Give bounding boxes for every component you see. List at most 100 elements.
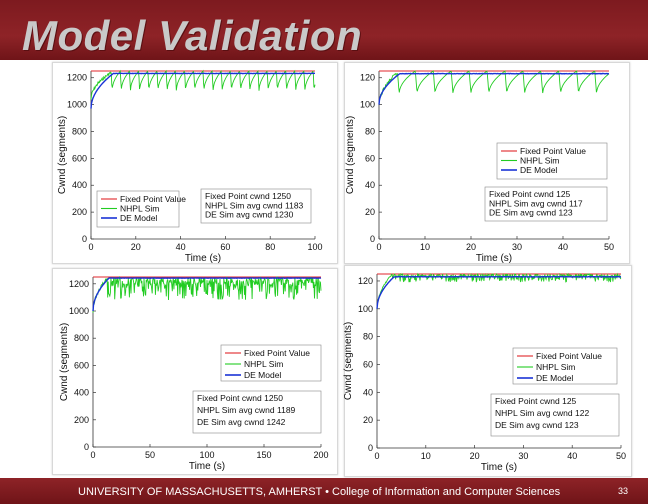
footer-band xyxy=(0,478,648,504)
y-tick-label: 400 xyxy=(72,180,87,190)
legend-label: Fixed Point Value xyxy=(536,351,602,361)
x-tick-label: 40 xyxy=(176,242,186,252)
page-number: 33 xyxy=(618,486,629,496)
chart-top-right: 0 10 20 30 40 50 0 20 40 60 80 100 120 Time (s) Cwnd (… xyxy=(345,70,614,264)
nhpl-sim-line xyxy=(90,69,316,100)
y-tick-label: 0 xyxy=(84,442,89,452)
x-tick-label: 10 xyxy=(420,242,430,252)
x-tick-label: 100 xyxy=(199,450,214,460)
annotation-text: DE Sim avg cwnd 123 xyxy=(489,208,573,218)
y-tick-label: 0 xyxy=(368,443,373,453)
de-model-line xyxy=(92,277,322,312)
annotation-box xyxy=(200,188,312,224)
x-tick-label: 20 xyxy=(131,242,141,252)
x-tick-label: 60 xyxy=(220,242,230,252)
x-tick-label: 20 xyxy=(466,242,476,252)
annotation-text: NHPL Sim avg cwnd 1183 xyxy=(205,200,304,210)
legend-label: DE Model xyxy=(244,370,281,380)
x-axis-label: Time (s) xyxy=(185,253,221,264)
x-tick-label: 80 xyxy=(265,242,275,252)
annotation-text: DE Sim avg cwnd 123 xyxy=(495,420,579,430)
chart-panel-top-left: 0 20 40 60 80 100 0 200 400 600 800 1000 1200 Time (s… xyxy=(52,62,338,264)
y-tick-label: 0 xyxy=(370,234,375,244)
nhpl-sim-line xyxy=(378,70,610,105)
x-tick-label: 30 xyxy=(512,242,522,252)
y-tick-label: 400 xyxy=(74,388,89,398)
chart-bottom-right: 0 10 20 30 40 50 0 20 40 60 80 100 120 Time (s) Cwnd (… xyxy=(343,272,626,473)
annotation-text: Fixed Point cwnd 125 xyxy=(495,396,577,406)
y-axis-label: Cwnd (segments) xyxy=(57,116,68,194)
footer-institution: UNIVERSITY OF MASSACHUSETTS, AMHERST • C… xyxy=(78,486,561,498)
x-tick-label: 0 xyxy=(88,242,93,252)
legend-label: DE Model xyxy=(520,165,557,175)
chart-panel-top-right: 0 10 20 30 40 50 0 20 40 60 80 100 120 Time (s) Cwnd (… xyxy=(344,62,630,264)
y-tick-label: 800 xyxy=(74,333,89,343)
de-model-line xyxy=(90,72,315,109)
legend-label: DE Model xyxy=(536,373,573,383)
chart-panel-bottom-right: 0 10 20 30 40 50 0 20 40 60 80 100 120 Time (s) Cwnd (… xyxy=(343,265,632,477)
legend-label: Fixed Point Value xyxy=(520,146,586,156)
x-tick-label: 50 xyxy=(616,451,626,461)
y-tick-label: 80 xyxy=(365,126,375,136)
annotation-text: Fixed Point cwnd 1250 xyxy=(205,191,291,201)
legend-label: NHPL Sim xyxy=(244,359,283,369)
legend-label: NHPL Sim xyxy=(520,156,559,166)
annotation-text: NHPL Sim avg cwnd 117 xyxy=(489,198,583,208)
y-tick-label: 200 xyxy=(74,415,89,425)
legend-label: Fixed Point Value xyxy=(120,194,186,204)
y-tick-label: 60 xyxy=(365,153,375,163)
y-tick-label: 100 xyxy=(358,304,373,314)
y-tick-label: 1200 xyxy=(69,279,89,289)
y-tick-label: 1200 xyxy=(67,73,87,83)
x-tick-label: 50 xyxy=(145,450,155,460)
x-tick-label: 0 xyxy=(90,450,95,460)
y-tick-label: 20 xyxy=(363,415,373,425)
y-tick-label: 40 xyxy=(363,387,373,397)
annotation-text: Fixed Point cwnd 1250 xyxy=(197,393,283,403)
y-tick-label: 20 xyxy=(365,207,375,217)
x-tick-label: 10 xyxy=(421,451,431,461)
legend-label: Fixed Point Value xyxy=(244,348,310,358)
y-tick-label: 120 xyxy=(360,73,375,83)
y-axis-label: Cwnd (segments) xyxy=(345,116,356,194)
x-tick-label: 50 xyxy=(604,242,614,252)
x-tick-label: 200 xyxy=(313,450,328,460)
x-axis-label: Time (s) xyxy=(189,461,225,472)
slide-title: Model Validation xyxy=(22,12,363,59)
y-tick-label: 100 xyxy=(360,100,375,110)
x-tick-label: 40 xyxy=(558,242,568,252)
header-band xyxy=(0,0,648,60)
y-tick-label: 600 xyxy=(72,153,87,163)
annotation-box xyxy=(490,393,620,437)
x-tick-label: 0 xyxy=(374,451,379,461)
y-tick-label: 80 xyxy=(363,332,373,342)
annotation-text: NHPL Sim avg cwnd 1189 xyxy=(197,405,296,415)
x-tick-label: 0 xyxy=(376,242,381,252)
y-axis-label: Cwnd (segments) xyxy=(59,323,70,401)
x-tick-label: 30 xyxy=(518,451,528,461)
annotation-text: DE Sim avg cwnd 1230 xyxy=(205,210,294,220)
y-axis-label: Cwnd (segments) xyxy=(343,322,354,400)
y-tick-label: 800 xyxy=(72,126,87,136)
x-tick-label: 150 xyxy=(256,450,271,460)
chart-bottom-left: 0 50 100 150 200 0 200 400 600 800 1000 1200 Time (s… xyxy=(59,275,329,472)
de-model-line xyxy=(376,275,622,309)
y-tick-label: 1000 xyxy=(67,100,87,110)
nhpl-sim-line xyxy=(376,272,622,309)
chart-panel-bottom-left: 0 50 100 150 200 0 200 400 600 800 1000 1200 Time (s… xyxy=(52,268,338,475)
x-tick-label: 100 xyxy=(307,242,322,252)
y-tick-label: 120 xyxy=(358,276,373,286)
annotation-box xyxy=(192,390,322,434)
legend-label: NHPL Sim xyxy=(536,362,575,372)
legend-label: NHPL Sim xyxy=(120,204,159,214)
de-model-line xyxy=(378,72,609,105)
annotation-text: Fixed Point cwnd 125 xyxy=(489,189,571,199)
x-tick-label: 20 xyxy=(470,451,480,461)
annotation-text: DE Sim avg cwnd 1242 xyxy=(197,417,286,427)
x-axis-label: Time (s) xyxy=(476,253,512,264)
y-tick-label: 0 xyxy=(82,234,87,244)
annotation-box xyxy=(484,186,608,222)
x-axis-label: Time (s) xyxy=(481,462,517,473)
y-tick-label: 40 xyxy=(365,180,375,190)
